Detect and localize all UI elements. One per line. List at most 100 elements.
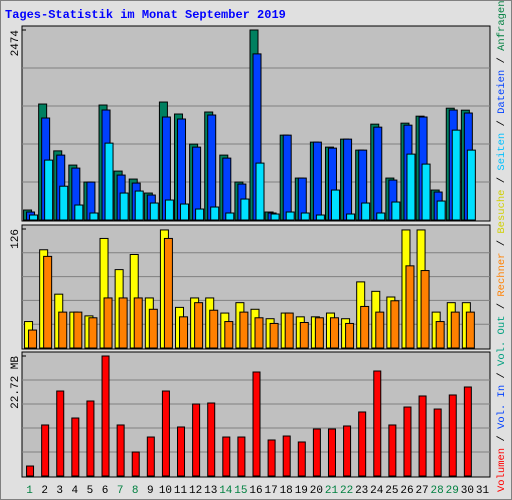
bar	[133, 297, 143, 349]
bar	[59, 185, 69, 221]
bar	[56, 390, 65, 477]
bar	[134, 190, 144, 221]
bar	[207, 114, 217, 221]
bar	[375, 311, 385, 349]
bar	[146, 436, 155, 477]
bar	[433, 408, 442, 477]
bar	[26, 465, 35, 477]
bar	[225, 212, 235, 221]
bar	[254, 317, 264, 349]
x-tick-label: 17	[264, 485, 277, 497]
x-tick-label: 14	[219, 485, 233, 497]
legend: Volumen / Vol. In / Vol. Out / Rechner /…	[496, 0, 508, 492]
x-tick-label: 22	[340, 485, 353, 497]
bar	[118, 297, 128, 349]
bar	[58, 311, 68, 349]
legend-separator: /	[496, 366, 508, 385]
bar	[343, 138, 353, 221]
bar	[282, 435, 291, 477]
bar	[451, 129, 461, 221]
bar	[161, 390, 170, 477]
legend-separator: /	[496, 297, 508, 316]
bar	[465, 311, 475, 349]
x-tick-label: 5	[87, 485, 94, 497]
legend-separator: /	[496, 171, 508, 190]
legend-entry: Dateien	[496, 70, 508, 114]
legend-entry: Vol. Out	[496, 316, 508, 366]
bar	[373, 370, 382, 477]
bar	[448, 394, 457, 477]
bar	[222, 436, 231, 477]
bar	[420, 270, 430, 349]
x-tick-label: 28	[431, 485, 444, 497]
bar	[43, 255, 53, 349]
bar	[222, 157, 232, 221]
bar	[391, 201, 401, 221]
bar	[315, 214, 325, 221]
x-tick-label: 7	[117, 485, 124, 497]
bar	[285, 211, 295, 221]
x-tick-label: 30	[461, 485, 474, 497]
x-tick-label: 27	[415, 485, 428, 497]
x-tick-label: 21	[325, 485, 339, 497]
bar	[239, 311, 249, 349]
legend-separator: /	[496, 429, 508, 448]
bar	[330, 189, 340, 221]
bar	[390, 300, 400, 349]
x-tick-label: 12	[189, 485, 202, 497]
y-tick-label: 22.72 MB	[10, 356, 22, 409]
legend-entry: Rechner	[496, 253, 508, 297]
bar	[131, 451, 140, 477]
x-tick-label: 4	[72, 485, 79, 497]
bar	[435, 321, 445, 349]
legend-entry: Vol. In	[496, 385, 508, 429]
bar	[149, 202, 159, 221]
bar	[314, 317, 324, 349]
chart-title: Tages-Statistik im Monat September 2019	[5, 8, 286, 22]
bar	[312, 141, 322, 221]
x-tick-label: 31	[476, 485, 490, 497]
bar	[210, 206, 220, 221]
bar	[240, 198, 250, 221]
bar	[89, 212, 99, 221]
bar	[119, 192, 129, 221]
bar	[74, 204, 84, 221]
bar	[360, 305, 370, 349]
bar	[436, 200, 446, 221]
bar	[44, 159, 54, 221]
bar	[345, 322, 355, 349]
bar	[373, 126, 383, 221]
bar	[71, 417, 80, 477]
bar	[312, 428, 321, 477]
bar	[180, 203, 190, 221]
x-tick-label: 25	[385, 485, 398, 497]
bar	[299, 322, 309, 349]
x-tick-label: 19	[295, 485, 308, 497]
x-tick-label: 8	[132, 485, 139, 497]
x-tick-label: 16	[249, 485, 262, 497]
bar	[209, 309, 219, 349]
bar	[73, 311, 83, 349]
x-tick-label: 26	[400, 485, 413, 497]
x-tick-label: 24	[370, 485, 384, 497]
bar	[282, 134, 292, 221]
bar	[329, 317, 339, 349]
bar	[177, 426, 186, 477]
bar	[194, 302, 204, 349]
bar	[269, 322, 279, 349]
bar	[207, 402, 216, 477]
y-tick-label: 126	[10, 229, 22, 249]
x-tick-label: 3	[56, 485, 63, 497]
bar	[224, 321, 234, 349]
x-tick-label: 1	[26, 485, 33, 497]
bar	[418, 395, 427, 477]
x-tick-label: 29	[446, 485, 459, 497]
x-tick-label: 13	[204, 485, 217, 497]
bar	[406, 153, 416, 221]
bar	[86, 400, 95, 477]
bar	[343, 425, 352, 477]
bar	[270, 213, 280, 221]
bar	[116, 424, 125, 477]
bar	[466, 149, 476, 221]
bar	[163, 237, 173, 349]
